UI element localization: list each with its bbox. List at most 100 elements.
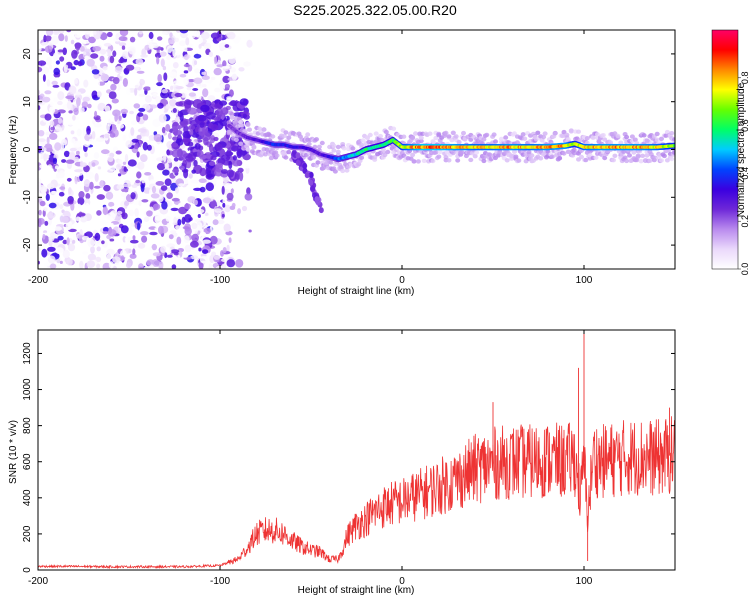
snr-x-axis-label: Height of straight line (km) xyxy=(298,585,415,596)
heatmap-cell xyxy=(115,92,124,96)
heatmap-cell xyxy=(153,203,161,210)
heatmap-cell xyxy=(165,104,170,109)
heatmap-cell xyxy=(584,136,590,141)
heatmap-cell xyxy=(316,144,322,149)
heatmap-cell xyxy=(91,162,96,167)
heatmap-cell xyxy=(304,172,310,179)
heatmap-cell xyxy=(65,221,73,231)
heatmap-cell xyxy=(46,136,50,145)
heatmap-cell xyxy=(182,252,189,258)
heatmap-cell xyxy=(197,214,201,218)
colorbar-frame xyxy=(711,29,739,270)
heatmap-cell xyxy=(39,164,48,169)
heatmap-cell xyxy=(238,67,245,72)
heatmap-cell xyxy=(590,135,596,140)
heatmap-cell xyxy=(274,153,280,158)
heatmap-cell xyxy=(433,135,439,141)
heatmap-cell xyxy=(577,138,583,143)
heatmap-cell xyxy=(359,155,365,160)
heatmap-cell xyxy=(221,242,227,249)
colorbar-tick-label: 0.8 xyxy=(740,72,750,85)
heatmap-cell xyxy=(201,71,207,75)
heatmap-cell xyxy=(74,91,82,96)
heatmap-cell xyxy=(53,97,59,103)
heatmap-cell xyxy=(108,201,115,207)
heatmap-cell xyxy=(106,253,113,260)
heatmap-cell xyxy=(203,42,212,50)
heatmap-cell xyxy=(73,59,80,66)
heatmap-cell xyxy=(168,234,174,240)
heatmap-cell xyxy=(107,156,114,163)
heatmap-cell xyxy=(235,170,241,180)
heatmap-cell xyxy=(199,186,206,193)
heatmap-cell xyxy=(46,79,51,87)
heatmap-cell xyxy=(85,193,91,200)
heatmap-cell xyxy=(138,263,144,269)
heatmap-cell xyxy=(138,107,146,112)
heatmap-cell xyxy=(171,142,179,148)
heatmap-cell xyxy=(308,172,314,178)
heatmap-cell xyxy=(201,44,205,53)
heatmap-cell xyxy=(224,44,230,48)
heatmap-cell xyxy=(461,130,466,136)
heatmap-cell xyxy=(166,45,174,54)
heatmap-cell xyxy=(239,123,245,128)
heatmap-cell xyxy=(129,110,135,115)
heatmap-cell xyxy=(331,148,337,153)
heatmap-cell xyxy=(140,231,149,236)
heatmap-cell xyxy=(191,169,196,174)
heatmap-cell xyxy=(93,239,101,247)
heatmap-cell xyxy=(80,162,87,168)
heatmap-cell xyxy=(193,60,198,65)
heatmap-cell xyxy=(146,144,152,151)
heatmap-cell xyxy=(91,90,98,99)
heatmap-cell xyxy=(52,84,60,88)
heatmap-cell xyxy=(141,235,148,243)
heatmap-cell xyxy=(152,118,161,128)
heatmap-cell xyxy=(59,204,64,210)
heatmap-cell xyxy=(180,31,188,39)
heatmap-cell xyxy=(168,71,177,77)
heatmap-cell xyxy=(137,161,145,170)
heatmap-cell xyxy=(135,179,141,184)
heatmap-cell xyxy=(244,193,253,201)
heatmap-cell xyxy=(215,108,223,118)
heatmap-cell xyxy=(210,210,214,214)
heatmap-cell xyxy=(46,212,56,219)
heatmap-cell xyxy=(218,42,228,51)
heatmap-cell xyxy=(133,103,141,109)
heatmap-cell xyxy=(135,67,140,71)
heatmap-cell xyxy=(338,165,344,170)
heatmap-cell xyxy=(149,264,154,269)
heatmap-cell xyxy=(38,60,47,66)
heatmap-cell xyxy=(81,101,89,108)
y-tick-label: 600 xyxy=(22,453,33,470)
y-tick-label: 800 xyxy=(22,417,33,434)
heatmap-cell xyxy=(107,212,116,221)
snr-line xyxy=(38,416,675,570)
heatmap-cell xyxy=(164,162,170,169)
heatmap-cell xyxy=(222,202,226,208)
heatmap-cell xyxy=(443,130,449,136)
heatmap-cell xyxy=(378,133,383,139)
heatmap-cell xyxy=(281,133,287,139)
heatmap-cell xyxy=(59,56,65,62)
heatmap-cell xyxy=(487,152,493,157)
heatmap-cell xyxy=(46,30,54,36)
heatmap-cell xyxy=(659,158,664,163)
heatmap-cell xyxy=(156,162,166,171)
heatmap-cell xyxy=(231,145,239,152)
x-tick-label: 0 xyxy=(399,576,405,587)
heatmap-cell xyxy=(560,133,565,138)
heatmap-cell xyxy=(74,78,79,85)
x-tick-label: -100 xyxy=(210,275,230,286)
heatmap-cell xyxy=(151,243,157,251)
heatmap-cell xyxy=(85,171,95,179)
heatmap-cell xyxy=(568,129,574,134)
heatmap-cell xyxy=(520,132,526,137)
heatmap-cell xyxy=(75,216,81,222)
heatmap-cell xyxy=(221,213,225,218)
heatmap-cell xyxy=(132,245,137,249)
heatmap-cell xyxy=(123,166,127,172)
